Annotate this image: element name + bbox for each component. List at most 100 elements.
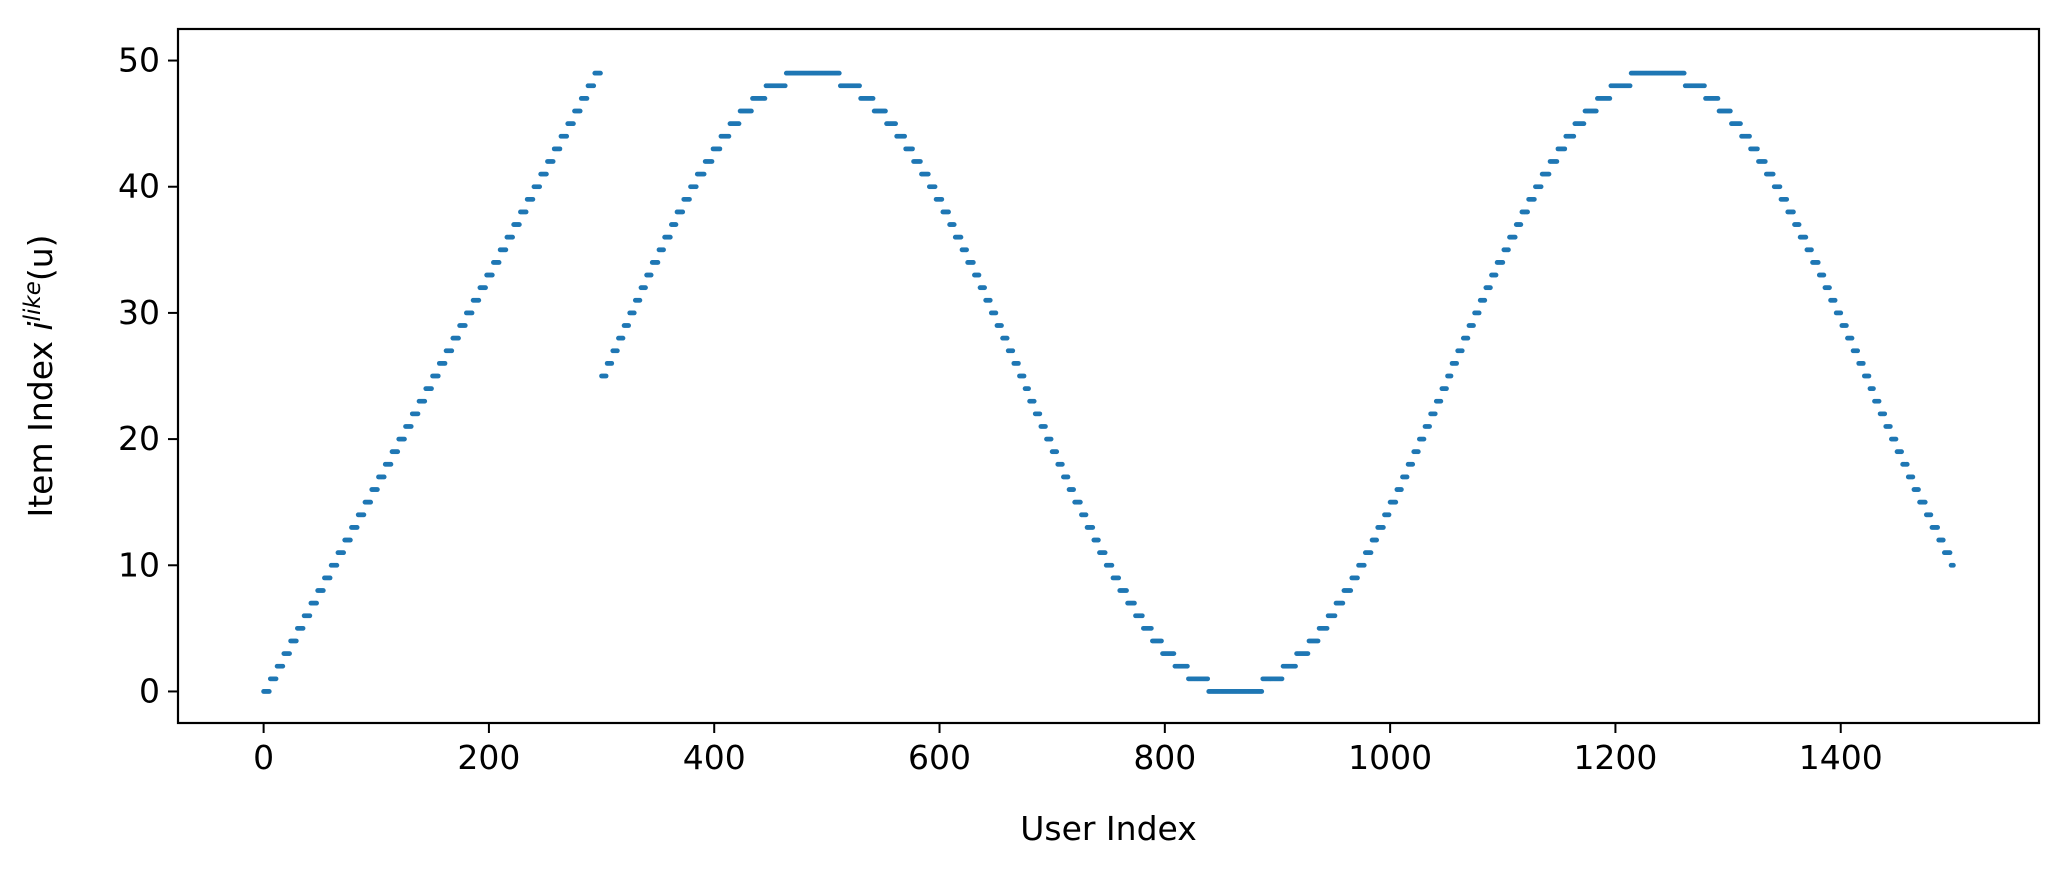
data-point	[402, 436, 407, 442]
data-point	[1809, 247, 1814, 253]
data-point	[1465, 335, 1471, 341]
data-point	[1415, 449, 1421, 455]
data-point	[932, 184, 938, 190]
data-point	[280, 663, 286, 669]
data-point	[1432, 411, 1438, 417]
data-point	[1171, 651, 1177, 656]
data-point	[1827, 285, 1832, 291]
x-tick-label: 1000	[1348, 738, 1432, 777]
data-point	[1355, 575, 1360, 581]
data-point	[709, 159, 715, 164]
data-point	[680, 209, 686, 215]
y-axis-label-symbol: i	[21, 321, 60, 330]
data-point	[1887, 424, 1893, 429]
data-point	[1910, 474, 1916, 480]
data-point	[687, 196, 692, 202]
data-point	[300, 625, 306, 631]
data-point	[1374, 537, 1380, 543]
data-point	[598, 70, 603, 76]
data-point	[970, 260, 976, 265]
data-point	[1747, 133, 1752, 139]
y-tick-label: 20	[118, 419, 160, 458]
data-point	[993, 310, 999, 316]
data-point	[655, 260, 661, 265]
data-point	[530, 196, 536, 202]
data-point	[1386, 512, 1392, 518]
data-point	[1821, 272, 1827, 278]
data-point	[1940, 537, 1946, 543]
x-tick-label: 800	[1133, 738, 1196, 777]
data-point	[449, 348, 455, 354]
data-point	[584, 96, 590, 101]
data-point	[307, 613, 313, 619]
data-point	[1571, 133, 1577, 139]
data-point	[1849, 335, 1855, 341]
data-point	[1315, 638, 1321, 644]
data-point	[1380, 525, 1386, 530]
data-point	[489, 272, 495, 278]
data-point	[1546, 171, 1552, 177]
data-point	[516, 222, 522, 227]
data-point	[1004, 335, 1010, 341]
data-point	[1054, 449, 1060, 455]
data-point	[1077, 499, 1083, 505]
data-point	[408, 424, 414, 429]
y-axis-label: Item Index ilike(u)	[20, 234, 60, 517]
data-point	[902, 133, 907, 139]
data-point	[1727, 108, 1733, 114]
y-tick-label: 40	[118, 167, 160, 206]
data-point	[1421, 436, 1427, 442]
data-point	[1681, 70, 1687, 76]
data-point	[1882, 411, 1888, 417]
data-point	[1904, 461, 1910, 467]
data-point	[609, 360, 615, 366]
data-point	[958, 234, 964, 240]
data-point	[1738, 121, 1743, 127]
data-point	[462, 323, 468, 328]
data-point	[1065, 474, 1071, 480]
data-point	[1305, 651, 1311, 656]
data-point	[571, 121, 576, 127]
data-point	[415, 411, 421, 417]
data-point	[1525, 209, 1530, 215]
data-point	[1531, 196, 1537, 202]
data-point	[603, 373, 609, 379]
data-point	[1102, 550, 1108, 556]
data-point	[442, 360, 448, 366]
data-point	[1777, 184, 1783, 190]
data-point	[946, 209, 951, 215]
data-point	[550, 159, 556, 164]
data-point	[1562, 146, 1568, 152]
data-point	[1015, 360, 1021, 366]
x-tick-label: 600	[908, 738, 971, 777]
data-point	[381, 474, 387, 480]
data-point	[1026, 386, 1031, 392]
data-point	[1803, 234, 1809, 240]
data-point	[736, 121, 742, 127]
data-point	[1762, 159, 1768, 164]
y-tick-label: 10	[118, 545, 160, 584]
data-point	[469, 310, 475, 316]
data-point	[1148, 625, 1154, 631]
data-point	[1116, 575, 1122, 581]
data-point	[327, 575, 333, 581]
data-point	[1627, 83, 1633, 89]
data-point	[374, 487, 380, 492]
data-point	[910, 146, 915, 152]
data-point	[1444, 386, 1449, 392]
data-point	[1791, 209, 1796, 215]
plot-frame	[176, 27, 2041, 725]
data-point	[693, 184, 699, 190]
data-point	[422, 398, 428, 404]
data-point	[1871, 386, 1876, 392]
data-point	[1448, 373, 1454, 379]
data-point	[1037, 411, 1043, 417]
data-point	[637, 297, 643, 303]
data-point	[1581, 121, 1587, 127]
data-point	[1293, 663, 1298, 669]
data-point	[999, 323, 1004, 328]
y-tick-label: 50	[118, 41, 160, 80]
data-point	[368, 499, 374, 505]
data-point	[1784, 196, 1790, 202]
